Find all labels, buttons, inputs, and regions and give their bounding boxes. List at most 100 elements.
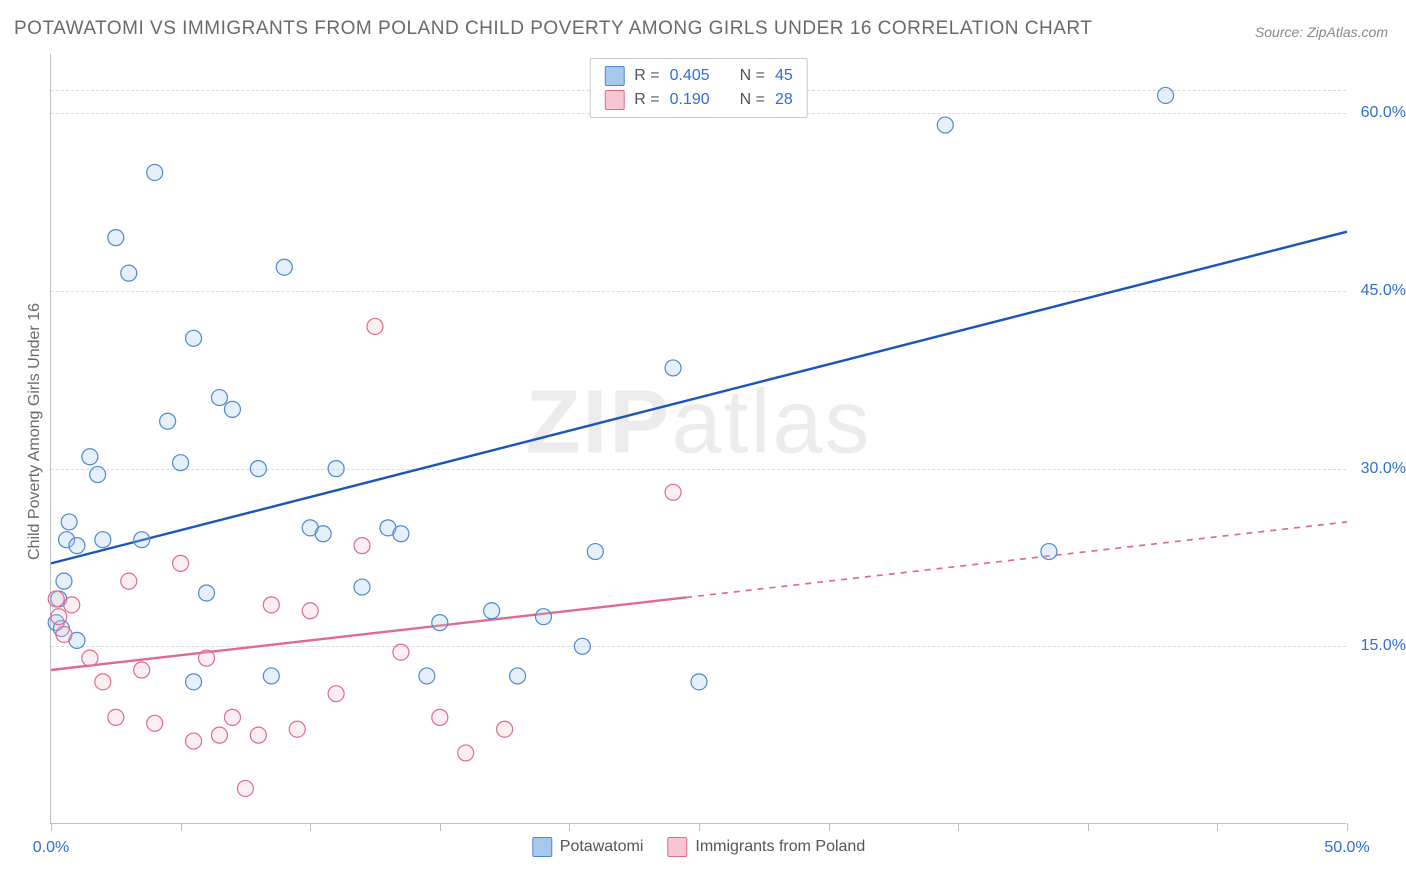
data-point [393,644,409,660]
data-point [95,674,111,690]
data-point [289,721,305,737]
data-point [328,461,344,477]
legend-swatch [604,66,624,86]
x-tick [1347,823,1348,831]
data-point [199,650,215,666]
data-point [224,401,240,417]
data-point [224,709,240,725]
data-point [121,573,137,589]
legend-r-label: R = [634,64,659,88]
legend-swatch [604,90,624,110]
data-point [211,390,227,406]
legend-n-label: N = [740,64,765,88]
data-point [90,467,106,483]
data-point [510,668,526,684]
x-tick [699,823,700,831]
legend-swatch [532,837,552,857]
data-point [354,579,370,595]
data-point [458,745,474,761]
legend-n-value: 28 [775,88,793,112]
chart-title: POTAWATOMI VS IMMIGRANTS FROM POLAND CHI… [14,18,1092,40]
data-point [535,609,551,625]
x-tick-minor [181,823,182,831]
data-point [937,117,953,133]
data-point [69,538,85,554]
data-point [147,164,163,180]
data-point [419,668,435,684]
data-point [48,591,64,607]
x-tick-minor [829,823,830,831]
data-point [691,674,707,690]
data-point [587,544,603,560]
plot-area: ZIPatlas 15.0%30.0%45.0%60.0% 0.0%50.0% … [50,54,1346,824]
x-tick-minor [1088,823,1089,831]
data-point [82,449,98,465]
data-point [328,686,344,702]
data-point [263,597,279,613]
y-axis-label-container: Child Poverty Among Girls Under 16 [14,0,44,892]
source-attribution: Source: ZipAtlas.com [1255,24,1388,40]
x-tick-label: 0.0% [33,839,69,857]
data-point [173,555,189,571]
legend-item: Potawatomi [532,837,644,857]
legend-r-value: 0.405 [670,64,710,88]
x-tick-minor [1217,823,1218,831]
x-tick-label: 50.0% [1324,839,1369,857]
data-point [432,709,448,725]
legend-n-value: 45 [775,64,793,88]
legend-label: Immigrants from Poland [695,838,865,856]
data-point [56,573,72,589]
y-axis-label: Child Poverty Among Girls Under 16 [26,303,44,560]
y-tick-label: 60.0% [1361,104,1406,122]
data-point [250,727,266,743]
data-point [61,514,77,530]
series-legend: Potawatomi Immigrants from Poland [532,837,865,857]
data-point [250,461,266,477]
data-point [51,609,67,625]
data-point [147,715,163,731]
x-tick-minor [569,823,570,831]
data-point [186,733,202,749]
data-point [393,526,409,542]
data-point [484,603,500,619]
data-point [134,532,150,548]
data-point [432,615,448,631]
data-point [367,318,383,334]
legend-r-value: 0.190 [670,88,710,112]
data-point [276,259,292,275]
data-point [108,709,124,725]
data-point [665,484,681,500]
data-point [263,668,279,684]
legend-row: R = 0.405 N = 45 [604,64,793,88]
correlation-legend: R = 0.405 N = 45 R = 0.190 N = 28 [589,58,808,118]
y-tick-label: 45.0% [1361,282,1406,300]
legend-n-label: N = [740,88,765,112]
data-point [186,674,202,690]
data-point [1041,544,1057,560]
data-point [315,526,331,542]
data-point [56,626,72,642]
data-point [574,638,590,654]
data-point [134,662,150,678]
data-point [302,603,318,619]
data-point [186,330,202,346]
data-point [497,721,513,737]
scatter-points-layer [51,54,1346,823]
data-point [211,727,227,743]
y-tick-label: 15.0% [1361,637,1406,655]
x-tick-minor [440,823,441,831]
data-point [1158,87,1174,103]
legend-row: R = 0.190 N = 28 [604,88,793,112]
legend-r-label: R = [634,88,659,112]
data-point [108,230,124,246]
x-tick [51,823,52,831]
legend-label: Potawatomi [560,838,644,856]
data-point [82,650,98,666]
y-tick-label: 30.0% [1361,460,1406,478]
data-point [237,780,253,796]
data-point [199,585,215,601]
x-tick-minor [958,823,959,831]
data-point [160,413,176,429]
data-point [354,538,370,554]
data-point [173,455,189,471]
